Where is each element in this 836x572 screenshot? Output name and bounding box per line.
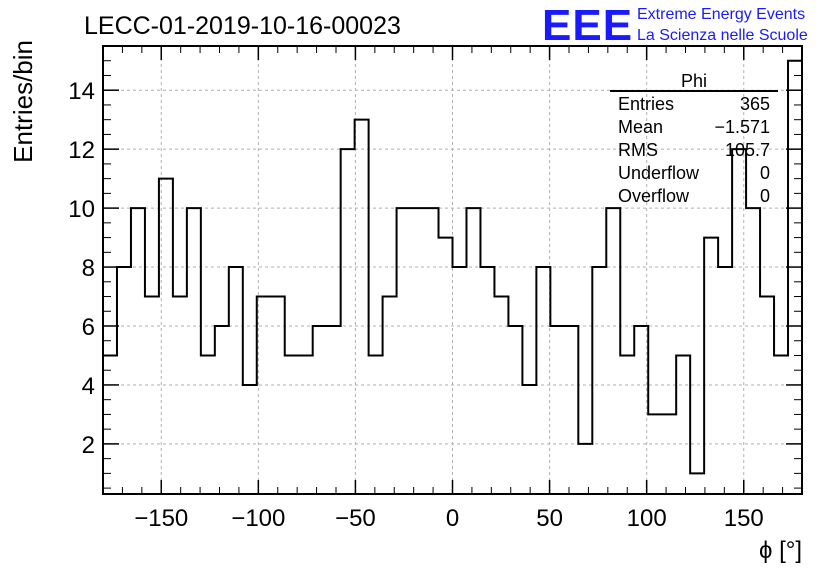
stats-label-overflow: Overflow [618, 186, 690, 206]
stats-label-rms: RMS [618, 140, 658, 160]
branding-line1: Extreme Energy Events [637, 6, 805, 23]
stats-value-entries: 365 [740, 94, 770, 114]
y-tick-label: 10 [68, 196, 95, 223]
stats-box: Phi Entries 365 Mean −1.571 RMS 105.7 Un… [610, 71, 778, 206]
stats-label-entries: Entries [618, 94, 674, 114]
y-tick-label: 8 [82, 255, 95, 282]
branding-line2: La Scienza nelle Scuole [637, 27, 808, 44]
histogram-line [103, 59, 802, 475]
eee-logo: EEE [542, 1, 633, 50]
x-tick-label: 50 [536, 505, 563, 532]
chart-title: LECC-01-2019-10-16-00023 [84, 12, 401, 40]
x-tick-label: 100 [627, 505, 667, 532]
y-tick-label: 2 [82, 432, 95, 459]
stats-value-rms: 105.7 [725, 140, 770, 160]
y-tick-label: 14 [68, 78, 95, 105]
stats-label-underflow: Underflow [618, 163, 700, 183]
grid-lines [103, 46, 802, 494]
x-tick-label: −50 [335, 505, 376, 532]
x-axis-label: ϕ [°] [759, 537, 802, 564]
y-axis-label: Entries/bin [8, 40, 38, 163]
axis-ticks: −150 −100 −50 0 50 100 150 2 4 6 8 10 12 14 [68, 45, 802, 532]
stats-value-underflow: 0 [760, 163, 770, 183]
x-tick-label: 150 [724, 505, 764, 532]
y-tick-label: 4 [82, 373, 95, 400]
x-tick-label: −150 [134, 505, 188, 532]
stats-value-mean: −1.571 [714, 117, 770, 137]
stats-box-title: Phi [681, 71, 707, 91]
x-tick-label: 0 [446, 505, 459, 532]
stats-label-mean: Mean [618, 117, 663, 137]
y-tick-label: 6 [82, 314, 95, 341]
x-tick-label: −100 [231, 505, 285, 532]
y-tick-label: 12 [68, 137, 95, 164]
stats-value-overflow: 0 [760, 186, 770, 206]
